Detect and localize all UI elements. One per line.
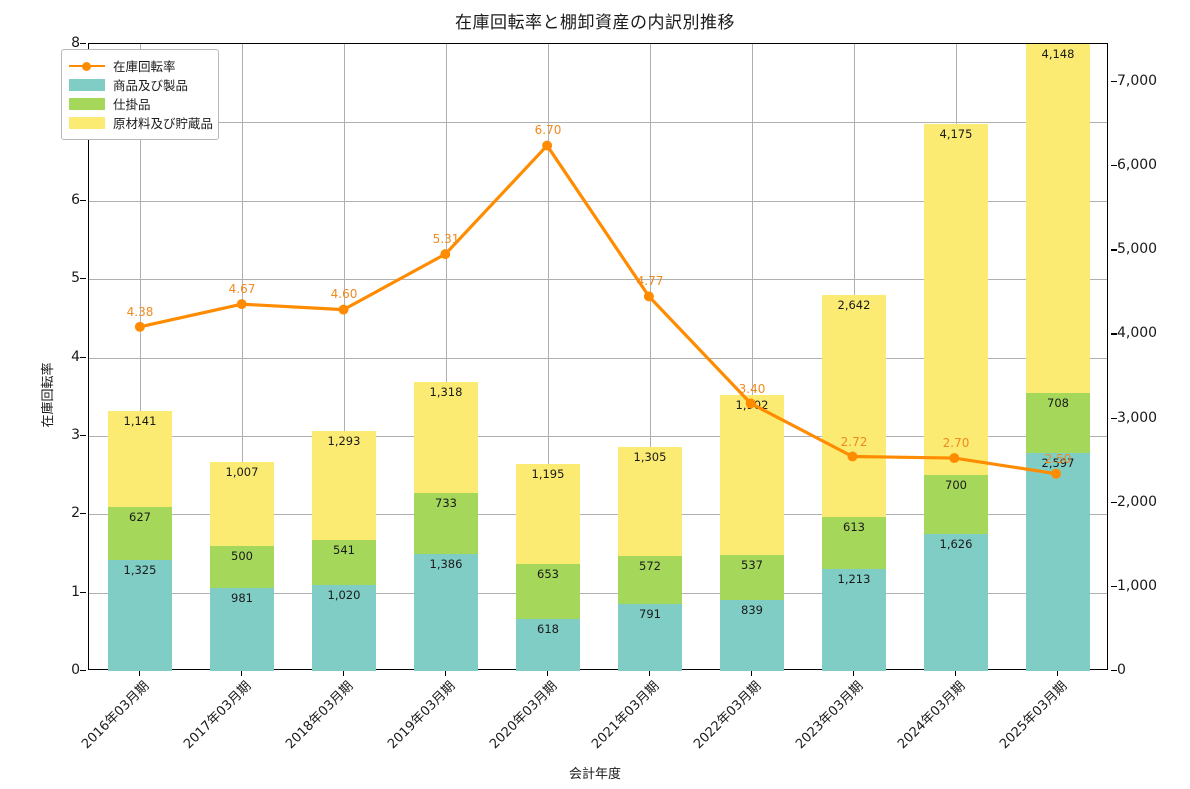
chart-title: 在庫回転率と棚卸資産の内訳別推移 [455, 13, 735, 33]
x-axis-tick-label: 2023年03月期 [793, 678, 867, 753]
line-value-label: 4.67 [228, 281, 256, 296]
line-marker[interactable] [542, 140, 553, 151]
line-value-label: 5.31 [432, 231, 460, 246]
x-axis-tick-mark [649, 670, 651, 676]
x-axis-tick-label: 2021年03月期 [589, 678, 663, 753]
y-axis-left-tick-label: 3 [8, 427, 86, 443]
legend-item[interactable]: 在庫回転率 [69, 56, 211, 75]
y-axis-right-tick-label: 3,000 [1111, 410, 1190, 426]
gridline-vertical [650, 44, 651, 669]
bar-segment[interactable]: 839 [720, 600, 784, 671]
line-marker[interactable] [949, 453, 960, 464]
gridline-horizontal [89, 122, 1107, 124]
line-marker[interactable] [440, 249, 451, 260]
gridline-vertical [140, 44, 141, 669]
gridline-horizontal [89, 357, 1107, 359]
x-axis-tick-mark [853, 670, 855, 676]
line-value-label: 2.70 [942, 436, 970, 451]
line-value-label: 2.50 [1044, 452, 1072, 467]
line-value-label: 4.77 [636, 274, 664, 289]
x-axis-tick-label: 2022年03月期 [691, 678, 765, 753]
x-axis-tick-label: 2024年03月期 [895, 678, 969, 753]
y-axis-left-tick-label: 4 [8, 349, 86, 365]
line-marker[interactable] [134, 321, 145, 332]
x-axis-tick-label: 2017年03月期 [181, 678, 255, 753]
legend-item-label: 商品及び製品 [113, 78, 189, 93]
bar-segment[interactable]: 2,597 [1026, 452, 1090, 671]
bar-segment[interactable]: 613 [822, 517, 886, 569]
y-axis-right-tick-label: 7,000 [1111, 73, 1190, 89]
gridline-vertical [548, 44, 549, 669]
y-axis-right-tick-label: 2,000 [1111, 494, 1190, 510]
x-axis-tick-mark [343, 670, 345, 676]
gridline-vertical [344, 44, 345, 669]
x-axis-tick-mark [139, 670, 141, 676]
y-axis-left-title: 在庫回転率 [41, 361, 57, 428]
bar-segment[interactable]: 1,902 [720, 395, 784, 556]
gridline-horizontal [89, 200, 1107, 202]
legend-item[interactable]: 商品及び製品 [69, 75, 211, 94]
y-axis-left-tick-label: 0 [8, 662, 86, 678]
gridline-horizontal [89, 279, 1107, 281]
legend-line-swatch-icon [69, 60, 105, 72]
y-axis-left-tick-label: 1 [8, 584, 86, 600]
x-axis-tick-mark [547, 670, 549, 676]
y-axis-right-tick-label: 6,000 [1111, 157, 1190, 173]
y-axis-right-tick-label: 1,000 [1111, 578, 1190, 594]
bar-segment[interactable]: 4,175 [924, 124, 988, 476]
y-axis-right-tick-label: 0 [1111, 662, 1190, 678]
x-axis-tick-mark [1057, 670, 1059, 676]
line-marker[interactable] [643, 291, 654, 302]
line-marker[interactable] [745, 398, 756, 409]
gridline-horizontal [89, 435, 1107, 437]
line-marker[interactable] [1051, 468, 1062, 479]
x-axis-tick-mark [751, 670, 753, 676]
x-axis-tick-label: 2018年03月期 [283, 678, 357, 753]
line-value-label: 4.60 [330, 287, 358, 302]
legend-item-label: 仕掛品 [113, 97, 151, 112]
y-axis-left-tick-label: 2 [8, 505, 86, 521]
x-axis-title: 会計年度 [568, 767, 621, 782]
x-axis-tick-mark [955, 670, 957, 676]
line-value-label: 4.38 [126, 304, 154, 319]
y-axis-right-tick-label: 4,000 [1111, 325, 1190, 341]
x-axis-tick-label: 2020年03月期 [487, 678, 561, 753]
y-axis-left-tick-label: 5 [8, 270, 86, 286]
legend-color-swatch-icon [69, 97, 105, 110]
legend-item-label: 在庫回転率 [113, 59, 176, 74]
plot-area: 1,325 627 1,141 981 500 1,007 1,020 541 1,293 1,3… [88, 43, 1108, 671]
legend-item[interactable]: 原材料及び貯蔵品 [69, 113, 214, 132]
legend-color-swatch-icon [69, 116, 105, 129]
gridline-vertical [752, 44, 753, 669]
legend-item[interactable]: 仕掛品 [69, 94, 211, 113]
line-series [134, 140, 1062, 479]
bar-segment[interactable]: 733 [414, 492, 478, 555]
line-path [138, 143, 1058, 476]
chart-legend[interactable]: 在庫回転率商品及び製品 仕掛品原材料及び貯蔵品 [61, 49, 219, 140]
gridline-vertical [446, 44, 447, 669]
x-axis-tick-mark [445, 670, 447, 676]
y-axis-left-tick-label: 8 [8, 35, 86, 51]
line-value-label: 2.72 [840, 434, 868, 449]
line-value-label: 3.40 [738, 381, 766, 396]
line-marker[interactable] [847, 451, 858, 462]
y-axis-right-tick-label: 5,000 [1111, 241, 1190, 257]
legend-color-swatch-icon [69, 78, 105, 91]
x-axis-tick-label: 2025年03月期 [997, 678, 1071, 753]
line-value-label: 6.70 [534, 122, 562, 137]
gridline-horizontal [89, 514, 1107, 516]
line-marker[interactable] [236, 299, 247, 310]
line-marker[interactable] [338, 304, 349, 315]
x-axis-tick-label: 2019年03月期 [385, 678, 459, 753]
gridline-horizontal [89, 592, 1107, 594]
bar-segment[interactable]: 1,386 [414, 554, 478, 671]
x-axis-tick-mark [241, 670, 243, 676]
x-axis-tick-label: 2016年03月期 [79, 678, 153, 753]
y-axis-left-tick-label: 6 [8, 192, 86, 208]
legend-item-label: 原材料及び貯蔵品 [113, 116, 214, 131]
gridline-vertical [242, 44, 243, 669]
